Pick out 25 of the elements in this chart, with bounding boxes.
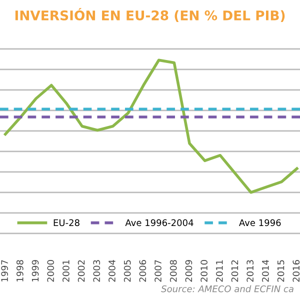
x-tick-label: 1998 [16,260,24,282]
x-tick-label: 2012 [231,260,238,282]
x-tick-label: 2006 [139,260,146,282]
x-tick-label: 2008 [170,260,177,282]
x-tick-label: 2013 [246,260,254,282]
x-tick-label: 2003 [93,260,100,282]
x-tick-label: 2007 [154,260,162,282]
x-tick-label: 2009 [185,260,192,282]
x-tick-label: 2015 [277,260,284,282]
x-tick-label: 2016 [292,260,300,282]
legend-label: EU-28 [54,219,80,226]
x-tick-label: 2005 [124,260,131,282]
x-tick-label: 1997 [1,260,8,282]
source-note: Source: AMECO and ECFIN ca [161,285,294,292]
x-tick-label: 2002 [78,260,85,282]
x-tick-label: 2010 [200,260,208,282]
x-tick-label: 2004 [108,260,116,282]
x-tick-label: 2000 [47,260,54,282]
chart-title: INVERSIÓN EN EU-28 (EN % DEL PIB) [15,8,285,22]
x-tick-label: 2014 [262,260,269,282]
legend-label: Ave 1996-2004 [125,219,194,226]
legend-label: Ave 1996 [239,219,281,226]
x-tick-label: 1999 [32,260,39,282]
x-tick-label: 2011 [216,260,223,282]
x-tick-label: 2001 [62,260,70,282]
